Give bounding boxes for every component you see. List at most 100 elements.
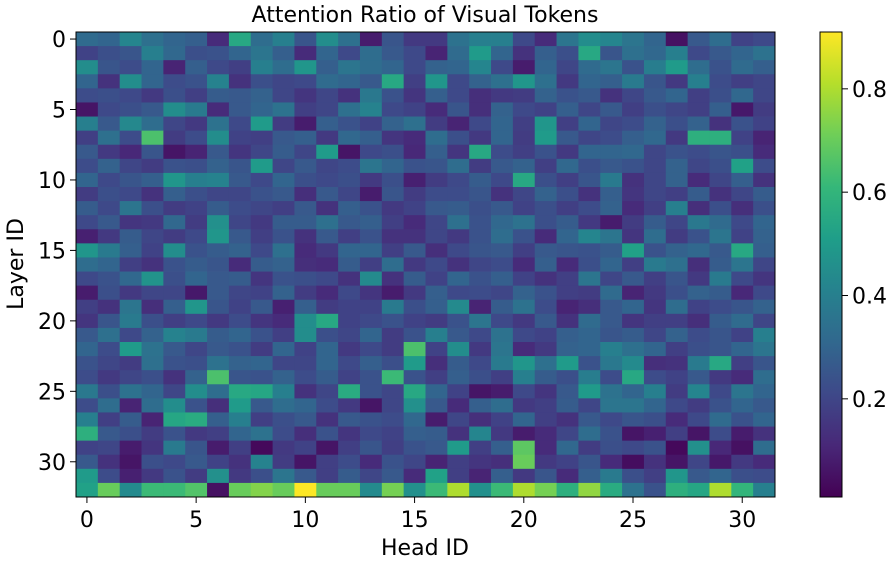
heatmap-cell [643,187,667,202]
heatmap-cell [97,468,121,484]
heatmap-cell [578,187,601,202]
heatmap-cell [491,327,514,343]
colorbar-ticks: 0.2 0.4 0.6 0.8 [842,78,887,413]
heatmap-cell [163,46,186,61]
heatmap-cell [338,454,361,470]
heatmap-cell [163,370,186,385]
chart-title: Attention Ratio of Visual Tokens [252,3,599,28]
heatmap-cell [447,172,470,188]
heatmap-cell [141,299,164,315]
heatmap-cell [425,201,448,216]
x-tick-label: 0 [80,508,94,533]
heatmap-cell [425,88,448,103]
heatmap-cell [534,243,557,258]
heatmap-cell [207,356,230,371]
heatmap-cell [338,440,361,456]
heatmap-cell [447,356,470,371]
heatmap-cell [578,130,601,146]
heatmap-cell [185,356,208,371]
heatmap-cell [600,88,623,103]
heatmap-cell [753,412,776,427]
heatmap-cell [338,468,361,484]
heatmap-cell [250,271,273,287]
heatmap-cell [76,144,99,160]
heatmap-cell [687,257,710,272]
heatmap-cell [512,257,536,272]
heatmap-cell [753,327,776,343]
heatmap-cell [250,426,273,442]
heatmap-cell [578,144,601,160]
heatmap-cell [76,285,99,301]
heatmap-cell [250,468,273,484]
heatmap-cell [534,257,557,272]
heatmap-cell [207,46,230,61]
x-axis-ticks: 0 5 10 15 20 25 30 [80,497,756,533]
heatmap-cells [76,32,776,498]
heatmap-cell [359,257,383,272]
heatmap-cell [316,229,339,244]
heatmap-cell [425,327,448,343]
heatmap-cell [425,285,448,301]
heatmap-cell [753,88,776,103]
heatmap-cell [578,243,601,258]
heatmap-cell [491,384,514,399]
heatmap-cell [731,243,754,258]
heatmap-cell [185,299,208,315]
heatmap-cell [425,313,448,329]
heatmap-cell [76,370,99,385]
heatmap-cell [316,398,339,413]
heatmap-cell [250,215,273,230]
heatmap-cell [381,46,405,61]
heatmap-cell [141,32,164,47]
heatmap-cell [163,468,186,484]
heatmap-cell [119,229,142,244]
heatmap-cell [709,384,732,399]
heatmap-cell [228,342,252,357]
heatmap-cell [185,172,208,188]
heatmap-cell [600,356,623,371]
heatmap-cell [491,201,514,216]
heatmap-cell [425,172,448,188]
heatmap-cell [119,356,142,371]
colorbar-tick-label: 0.4 [852,285,887,310]
heatmap-cell [425,356,448,371]
y-axis-label: Layer ID [4,218,29,310]
heatmap-cell [403,454,426,470]
heatmap-cell [119,32,142,47]
heatmap-cell [600,370,623,385]
heatmap-cell [622,32,645,47]
heatmap-cell [76,46,99,61]
heatmap-cell [753,116,776,132]
heatmap-cell [622,327,645,343]
heatmap-cell [665,468,689,484]
heatmap-cell [185,285,208,301]
heatmap-cell [578,74,601,89]
heatmap-cell [228,468,252,484]
heatmap-cell [272,398,295,413]
heatmap-cell [622,130,645,146]
heatmap-cell [687,426,710,442]
heatmap-cell [512,172,536,188]
heatmap-cell [403,243,426,258]
heatmap-cell [556,426,579,442]
heatmap-cell [294,74,317,89]
heatmap-cell [316,342,339,357]
heatmap-cell [600,482,623,498]
heatmap-cell [381,370,405,385]
heatmap-cell [294,102,317,117]
heatmap-cell [207,313,230,329]
heatmap-cell [731,482,754,498]
heatmap-cell [228,482,252,498]
heatmap-cell [731,187,754,202]
y-tick-label: 5 [52,99,66,124]
heatmap-cell [578,158,601,174]
heatmap-cell [687,229,710,244]
heatmap-cell [141,88,164,103]
heatmap-cell [556,412,579,427]
heatmap-cell [338,46,361,61]
heatmap-cell [185,426,208,442]
heatmap-cell [294,370,317,385]
heatmap-cell [163,327,186,343]
heatmap-cell [556,271,579,287]
heatmap-cell [709,172,732,188]
